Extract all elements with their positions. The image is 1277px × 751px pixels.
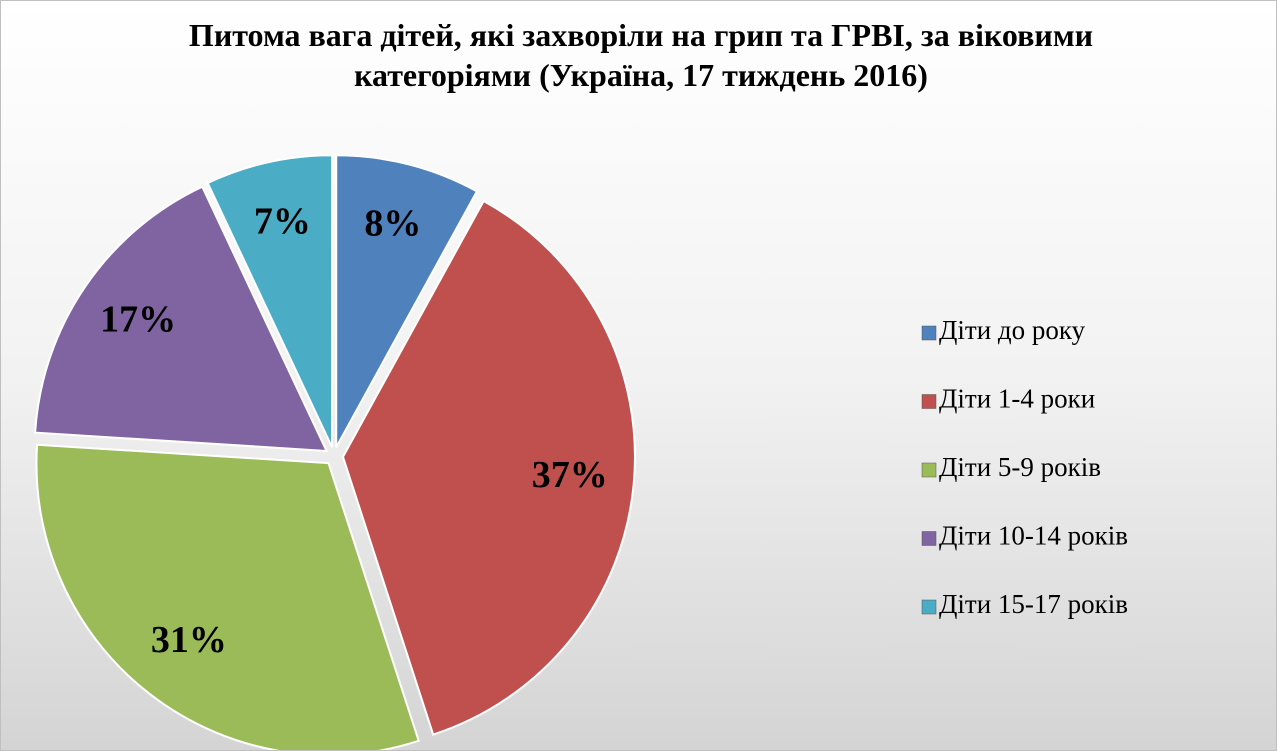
pie-slice [341,199,636,736]
data-label: 37% [532,454,608,496]
data-label: 8% [364,202,421,244]
pie-slice [335,154,479,448]
legend-swatch [921,394,937,409]
data-label: 17% [100,299,176,341]
data-label: 31% [151,619,227,661]
legend-label: Діти 5-9 років [939,452,1101,482]
legend-label: Діти 1-4 роки [939,384,1095,414]
legend-label: Діти 15-17 років [939,589,1128,619]
chart-title: Питома вага дітей, які захворіли на грип… [188,17,1094,93]
legend-swatch [921,531,937,546]
pie-slice [34,185,329,453]
data-label: 7% [254,201,311,243]
legend-swatch [921,599,937,615]
pie-slice [206,154,334,448]
pie-slice [35,443,420,750]
legend-swatch [921,462,937,478]
legend-swatch [921,325,937,341]
legend-label: Діти до року [939,315,1086,345]
legend-label: Діти 10-14 років [939,521,1128,551]
